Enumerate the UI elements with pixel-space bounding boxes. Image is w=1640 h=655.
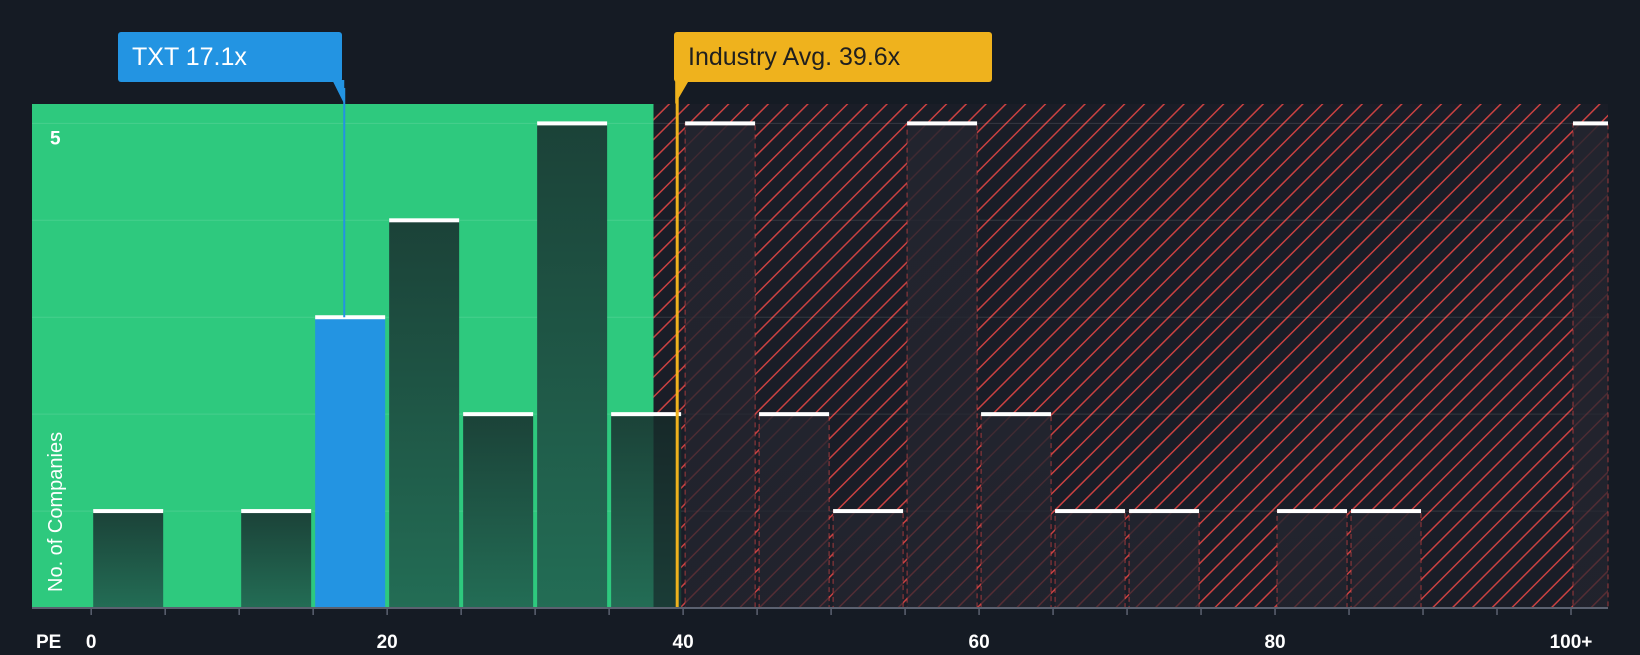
industry-callout-pointer <box>675 80 690 104</box>
histogram-bar-80 <box>1277 511 1348 608</box>
x-tick-label-80: 80 <box>1264 632 1285 650</box>
histogram-bar-70 <box>1129 511 1200 608</box>
histogram-bar-cap-10 <box>241 509 312 514</box>
x-tick-label-60: 60 <box>969 632 990 650</box>
histogram-bar-40 <box>685 123 756 608</box>
histogram-bar-cap-50 <box>833 509 904 514</box>
histogram-bar-15 <box>315 317 386 608</box>
histogram-bar-50 <box>833 511 904 608</box>
histogram-bar-cap-65 <box>1055 509 1126 514</box>
histogram-bar-cap-35 <box>611 412 682 417</box>
company-callout-pointer <box>332 80 345 104</box>
histogram-bar-outline-100 <box>1572 122 1609 609</box>
histogram-bar-cap-15 <box>315 315 386 320</box>
histogram-bar-cap-30 <box>537 121 608 126</box>
histogram-bar-cap-25 <box>463 412 534 417</box>
histogram-bar-55 <box>907 123 978 608</box>
histogram-bar-cap-70 <box>1129 509 1200 514</box>
x-tick-label-0: 0 <box>86 632 97 650</box>
histogram-bar-60 <box>981 414 1052 608</box>
histogram-bar-cap-0 <box>93 509 164 514</box>
histogram-bar-cap-100 <box>1573 121 1608 126</box>
histogram-bar-10 <box>241 511 312 608</box>
histogram-bar-cap-85 <box>1351 509 1422 514</box>
y-axis-title: No. of Companies <box>45 432 67 592</box>
histogram-bar-100 <box>1573 123 1608 608</box>
histogram-bar-20 <box>389 220 460 609</box>
industry-avg-callout: Industry Avg. 39.6x <box>674 32 992 82</box>
histogram-bar-cap-40 <box>685 121 756 126</box>
histogram-bar-cap-20 <box>389 218 460 223</box>
histogram-bar-cap-55 <box>907 121 978 126</box>
histogram-bar-cap-45 <box>759 412 830 417</box>
histogram-bar-cap-60 <box>981 412 1052 417</box>
x-tick-label-40: 40 <box>673 632 694 650</box>
x-tick-label-100: 100+ <box>1550 632 1593 650</box>
histogram-bar-0 <box>93 511 164 608</box>
histogram-bar-45 <box>759 414 830 608</box>
x-tick-label-20: 20 <box>377 632 398 650</box>
company-pe-callout: TXT 17.1x <box>118 32 342 82</box>
company-pe-label: TXT 17.1x <box>132 43 247 71</box>
industry-avg-label: Industry Avg. 39.6x <box>688 43 901 71</box>
histogram-bar-30 <box>537 123 608 608</box>
histogram-bar-65 <box>1055 511 1126 608</box>
histogram-bar-cap-80 <box>1277 509 1348 514</box>
histogram-bar-25 <box>463 414 534 608</box>
y-tick-label-5: 5 <box>50 128 61 149</box>
x-axis-title: PE <box>36 632 61 650</box>
histogram-bar-85 <box>1351 511 1422 608</box>
